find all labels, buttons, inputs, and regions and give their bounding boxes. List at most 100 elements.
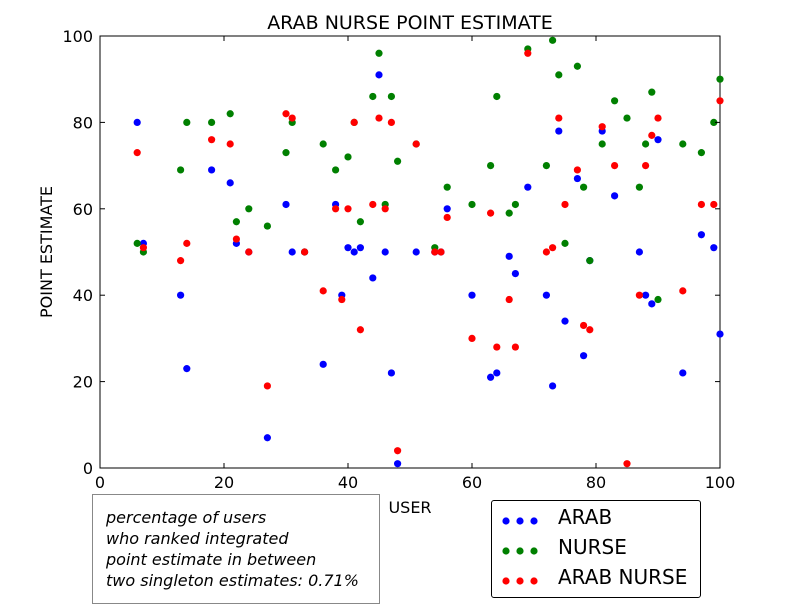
data-point [642, 140, 650, 148]
data-point [394, 157, 402, 165]
data-point [381, 248, 389, 256]
data-point [245, 248, 253, 256]
data-point [697, 200, 706, 209]
data-point [505, 295, 513, 304]
data-point [412, 248, 420, 256]
data-point [549, 244, 557, 252]
data-point [344, 244, 352, 252]
data-point [648, 131, 656, 139]
data-point [319, 360, 327, 368]
legend-label: ARAB [558, 505, 613, 529]
annotation-line: percentage of users [106, 508, 267, 527]
data-point [301, 248, 309, 256]
data-point [542, 291, 551, 299]
data-point [611, 97, 619, 105]
data-point [505, 209, 513, 217]
data-point [381, 205, 389, 213]
legend-item-arab: ARAB [492, 503, 700, 533]
data-point [133, 149, 141, 157]
data-point [356, 326, 364, 334]
legend-marker [530, 577, 538, 585]
data-point [394, 447, 402, 455]
data-point [263, 382, 271, 390]
data-point [431, 248, 439, 256]
data-point [282, 110, 290, 118]
data-point [654, 114, 662, 122]
data-point [586, 326, 594, 334]
data-point [387, 118, 395, 126]
data-point [561, 317, 569, 325]
series-arab [133, 71, 724, 468]
data-point [586, 257, 594, 265]
y-tick-label: 100 [62, 27, 93, 46]
y-tick-label: 80 [73, 113, 93, 132]
data-point [375, 71, 383, 79]
chart-legend: ARAB NURSE ARAB NURSE [491, 500, 701, 598]
data-point [511, 270, 519, 278]
data-point [542, 248, 551, 256]
data-point [468, 200, 476, 209]
data-point [177, 257, 185, 265]
data-point [493, 369, 501, 377]
data-point [555, 71, 563, 79]
x-tick-label: 20 [214, 473, 234, 492]
data-point [555, 127, 563, 135]
legend-marker [502, 517, 510, 525]
data-point [133, 239, 141, 247]
y-axis-label: POINT ESTIMATE [37, 186, 56, 318]
legend-marker [502, 577, 510, 585]
data-point [635, 248, 644, 256]
data-point [468, 291, 476, 299]
x-axis-label: USER [388, 498, 431, 517]
data-point [487, 373, 495, 381]
data-point [573, 174, 582, 183]
data-point [648, 300, 656, 308]
data-point [716, 97, 724, 105]
data-point [648, 88, 656, 96]
data-point [679, 140, 687, 148]
data-point [282, 149, 290, 157]
data-point [542, 162, 551, 170]
data-point [350, 118, 358, 126]
data-point [697, 149, 706, 157]
data-point [344, 205, 352, 213]
annotation-line: who ranked integrated [106, 529, 289, 548]
data-point [580, 352, 588, 360]
data-point [139, 244, 147, 252]
data-point [350, 248, 358, 256]
axis-ticks: 0 20 40 60 80 100 0 20 40 60 80 100 [62, 27, 735, 492]
data-point [375, 49, 383, 57]
data-point [226, 140, 234, 148]
data-point [573, 166, 582, 174]
legend-marker [530, 517, 538, 525]
data-point [412, 140, 420, 148]
data-point [282, 200, 290, 209]
data-point [245, 205, 253, 213]
data-point [598, 140, 606, 148]
data-points [133, 36, 724, 468]
data-point [394, 460, 402, 468]
data-point [387, 92, 395, 101]
legend-marker [516, 547, 524, 555]
data-point [344, 153, 352, 161]
data-point [468, 334, 476, 342]
data-point [697, 231, 706, 239]
data-point [561, 239, 569, 247]
annotation-line: point estimate in between [106, 550, 317, 569]
data-point [232, 218, 240, 226]
data-point [356, 218, 364, 226]
data-point [208, 166, 216, 174]
data-point [549, 36, 557, 44]
plot-area [99, 35, 721, 469]
data-point [635, 291, 644, 299]
data-point [635, 183, 644, 191]
annotation-box: percentage of users who ranked integrate… [92, 494, 380, 604]
data-point [369, 274, 377, 282]
data-point [555, 114, 563, 122]
data-point [623, 460, 631, 468]
series-nurse [133, 36, 724, 304]
data-point [133, 118, 141, 126]
legend-label: ARAB NURSE [558, 565, 688, 589]
legend-marker [516, 577, 524, 585]
data-point [437, 248, 445, 256]
